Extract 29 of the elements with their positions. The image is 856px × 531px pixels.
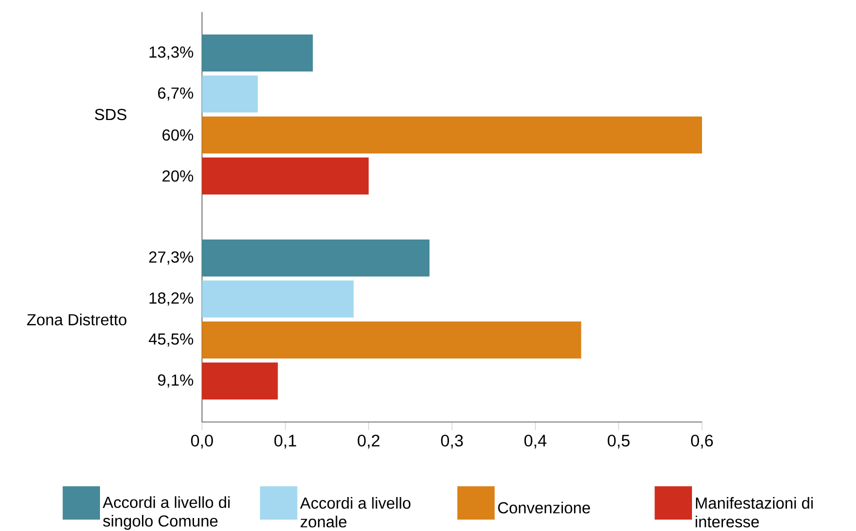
data-label: 20% [162, 170, 194, 182]
bar [202, 116, 702, 154]
bar [202, 34, 313, 72]
x-tick-label: 0,1 [274, 434, 296, 448]
bar [202, 76, 258, 112]
legend-label: Accordi a livello zonale [300, 497, 410, 528]
bar [202, 322, 582, 358]
y-tick-label: Zona Distretto [27, 314, 126, 326]
x-tick-label: 0,3 [441, 434, 463, 448]
data-label: 9,1% [158, 374, 194, 388]
bar [202, 280, 354, 318]
data-label: 60% [162, 129, 194, 141]
bar [202, 362, 278, 400]
x-tick-label: 0,6 [691, 434, 713, 448]
data-label: 13,3% [150, 46, 194, 60]
legend-label: Convenzione [498, 502, 590, 514]
bar [202, 158, 369, 194]
data-label: 6,7% [158, 87, 194, 101]
x-tick-label: 0,0 [191, 434, 213, 448]
x-tick-label: 0,4 [524, 434, 546, 448]
legend-label: Manifestazioni di interesse [696, 497, 813, 528]
data-label: 45,5% [148, 333, 194, 347]
x-tick-label: 0,5 [608, 434, 630, 448]
bar [202, 240, 430, 276]
x-tick-label: 0,2 [358, 434, 380, 448]
legend-label: Accordi a livello di singolo Comune [102, 496, 230, 530]
data-label: 27,3% [149, 251, 194, 265]
y-tick-label: SDS [94, 108, 126, 120]
data-label: 18,2% [150, 292, 194, 306]
